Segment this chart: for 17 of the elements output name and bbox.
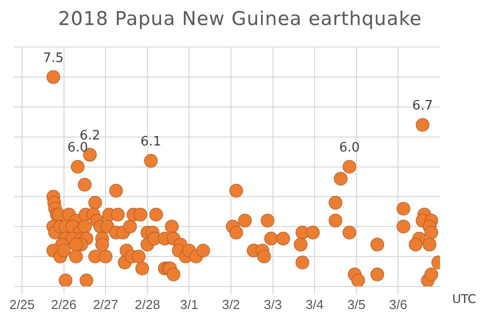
data-label: 7.5 <box>43 50 64 66</box>
data-label: 6.0 <box>339 140 360 156</box>
x-tick-label: 3/1 <box>180 296 198 312</box>
x-tick-label: 2/28 <box>134 296 160 312</box>
x-tick-label: 3/5 <box>347 296 366 312</box>
x-tick-label: 2/27 <box>92 296 118 312</box>
x-tick-label: 2/25 <box>9 296 35 312</box>
x-tick-label: 3/4 <box>306 296 324 312</box>
data-label: 6.7 <box>412 98 433 114</box>
data-label: 6.1 <box>140 134 162 150</box>
x-tick-label: 3/6 <box>389 296 408 312</box>
x-tick-label: 3/3 <box>264 296 282 312</box>
chart-title: 2018 Papua New Guinea earthquake <box>57 8 423 30</box>
x-tick-label: 2/26 <box>51 296 76 312</box>
x-tick-label: 3/2 <box>222 296 240 312</box>
x-axis-title: UTC <box>452 292 476 306</box>
data-label: 6.0 <box>67 140 88 156</box>
